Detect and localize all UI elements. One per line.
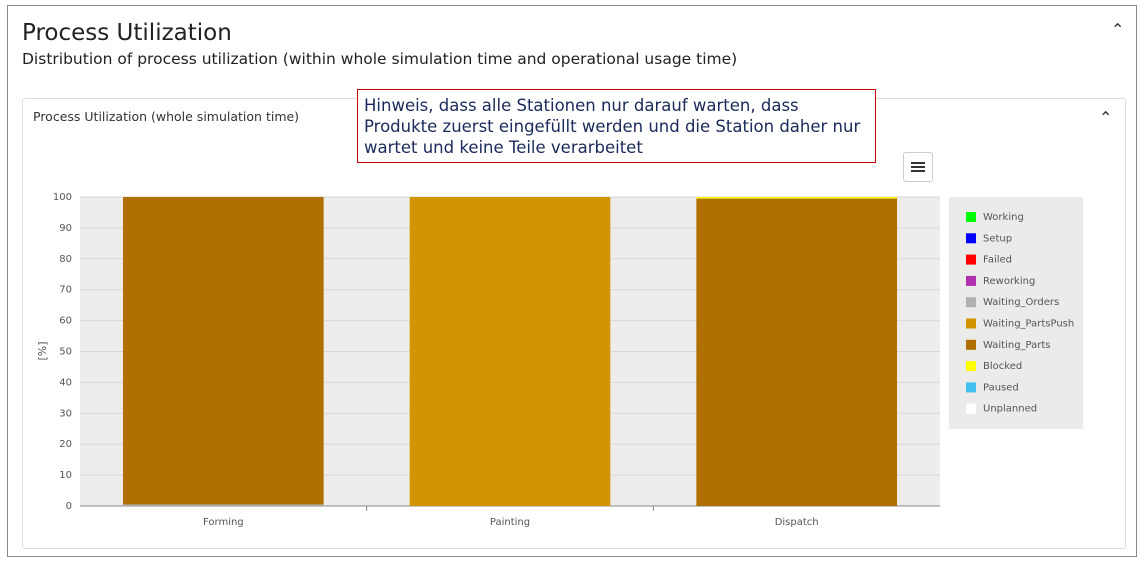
- x-tick-label: Dispatch: [775, 517, 819, 528]
- y-tick-label: 80: [59, 254, 72, 265]
- legend-swatch[interactable]: [966, 254, 976, 265]
- card-subtitle: Distribution of process utilization (wit…: [22, 50, 738, 68]
- legend-swatch[interactable]: [966, 382, 976, 393]
- y-tick-label: 100: [53, 192, 72, 203]
- legend-swatch[interactable]: [966, 233, 976, 244]
- legend-swatch[interactable]: [966, 403, 976, 414]
- bar-segment: [696, 198, 897, 507]
- x-tick-label: Painting: [490, 517, 530, 528]
- y-tick-label: 40: [59, 377, 72, 388]
- chart-menu-button[interactable]: [903, 152, 933, 182]
- bar-segment: [696, 197, 897, 199]
- y-tick-label: 0: [66, 501, 72, 512]
- y-tick-label: 90: [59, 223, 72, 234]
- x-tick-label: Forming: [203, 517, 244, 528]
- legend: [949, 197, 1083, 429]
- y-tick-label: 60: [59, 316, 72, 327]
- y-tick-label: 20: [59, 439, 72, 450]
- legend-swatch[interactable]: [966, 297, 976, 308]
- y-tick-label: 50: [59, 347, 72, 358]
- legend-label[interactable]: Paused: [983, 382, 1019, 393]
- legend-swatch[interactable]: [966, 318, 976, 329]
- card: [7, 5, 1137, 557]
- bar-segment: [409, 197, 611, 506]
- legend-swatch[interactable]: [966, 339, 976, 350]
- y-tick-label: 70: [59, 285, 72, 296]
- y-tick-label: 10: [59, 470, 72, 481]
- legend-label[interactable]: Setup: [983, 233, 1012, 244]
- legend-label[interactable]: Working: [983, 212, 1024, 223]
- legend-label[interactable]: Blocked: [983, 361, 1022, 372]
- bar-segment: [123, 504, 324, 506]
- legend-label[interactable]: Waiting_Orders: [983, 297, 1059, 308]
- legend-label[interactable]: Waiting_Parts: [983, 340, 1051, 351]
- legend-label[interactable]: Reworking: [983, 276, 1035, 287]
- legend-swatch[interactable]: [966, 361, 976, 372]
- annotation: Hinweis, dass alle Stationen nur darauf …: [357, 89, 876, 163]
- collapse-button[interactable]: ⌃: [1099, 108, 1113, 127]
- legend-label[interactable]: Unplanned: [983, 404, 1037, 415]
- legend-label[interactable]: Failed: [983, 255, 1012, 266]
- card-title: Process Utilization: [22, 20, 232, 46]
- legend-swatch[interactable]: [966, 212, 976, 222]
- panel-title: Process Utilization (whole simulation ti…: [33, 109, 300, 124]
- y-tick-label: 30: [59, 408, 72, 419]
- legend-swatch[interactable]: [966, 275, 976, 286]
- y-axis-label: [%]: [36, 341, 49, 360]
- legend-label[interactable]: Waiting_PartsPush: [983, 319, 1074, 330]
- collapse-button[interactable]: ⌃: [1111, 20, 1125, 39]
- bar-segment: [123, 197, 324, 505]
